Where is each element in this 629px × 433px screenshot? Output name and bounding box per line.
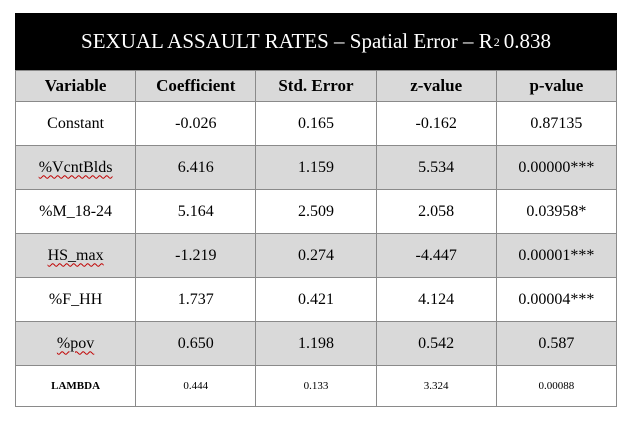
cell-p-value: 0.00001*** [495,233,618,278]
table-row: HS_max -1.219 0.274 -4.447 0.00001*** [14,233,618,278]
header-std-error: Std. Error [255,70,377,102]
table-row: %VcntBlds 6.416 1.159 5.534 0.00000*** [14,145,618,190]
header-z-value: z-value [375,70,497,102]
cell-z-value: 3.324 [375,365,497,407]
cell-p-value: 0.03958* [495,189,618,234]
cell-z-value: 0.542 [375,321,497,366]
header-coefficient: Coefficient [135,70,257,102]
cell-std-error: 0.274 [255,233,377,278]
cell-p-value: 0.00000*** [495,145,618,190]
cell-std-error: 0.421 [255,277,377,322]
cell-variable: %pov [14,321,137,366]
cell-std-error: 1.198 [255,321,377,366]
table-title: SEXUAL ASSAULT RATES – Spatial Error – R… [15,13,617,70]
cell-variable: Constant [14,101,137,146]
table-row: Constant -0.026 0.165 -0.162 0.87135 [14,101,618,146]
cell-variable: %VcntBlds [14,145,137,190]
cell-coefficient: -1.219 [135,233,257,278]
cell-z-value: -0.162 [375,101,497,146]
cell-coefficient: -0.026 [135,101,257,146]
cell-p-value: 0.587 [495,321,618,366]
cell-coefficient: 5.164 [135,189,257,234]
title-value: 0.838 [503,29,551,53]
cell-variable: %M_18-24 [14,189,137,234]
results-table-container: SEXUAL ASSAULT RATES – Spatial Error – R… [14,13,618,407]
table-row: %pov 0.650 1.198 0.542 0.587 [14,321,618,366]
title-text: SEXUAL ASSAULT RATES – Spatial Error – R [81,29,493,53]
header-variable: Variable [14,70,137,102]
regression-table: Variable Coefficient Std. Error z-value … [14,70,618,407]
table-row: LAMBDA 0.444 0.133 3.324 0.00088 [14,365,618,407]
cell-std-error: 1.159 [255,145,377,190]
cell-coefficient: 1.737 [135,277,257,322]
cell-std-error: 0.165 [255,101,377,146]
variable-label: %VcntBlds [38,158,113,176]
cell-p-value: 0.00004*** [495,277,618,322]
cell-p-value: 0.00088 [495,365,618,407]
cell-z-value: -4.447 [375,233,497,278]
cell-coefficient: 6.416 [135,145,257,190]
cell-p-value: 0.87135 [495,101,618,146]
header-p-value: p-value [495,70,618,102]
cell-std-error: 0.133 [255,365,377,407]
table-row: %M_18-24 5.164 2.509 2.058 0.03958* [14,189,618,234]
header-row: Variable Coefficient Std. Error z-value … [14,70,618,102]
cell-variable: LAMBDA [14,365,137,407]
cell-coefficient: 0.444 [135,365,257,407]
table-row: %F_HH 1.737 0.421 4.124 0.00004*** [14,277,618,322]
cell-std-error: 2.509 [255,189,377,234]
variable-label: %pov [56,334,95,352]
cell-variable: %F_HH [14,277,137,322]
cell-z-value: 5.534 [375,145,497,190]
cell-z-value: 2.058 [375,189,497,234]
cell-coefficient: 0.650 [135,321,257,366]
variable-label: HS_max [47,246,104,264]
cell-variable: HS_max [14,233,137,278]
cell-z-value: 4.124 [375,277,497,322]
